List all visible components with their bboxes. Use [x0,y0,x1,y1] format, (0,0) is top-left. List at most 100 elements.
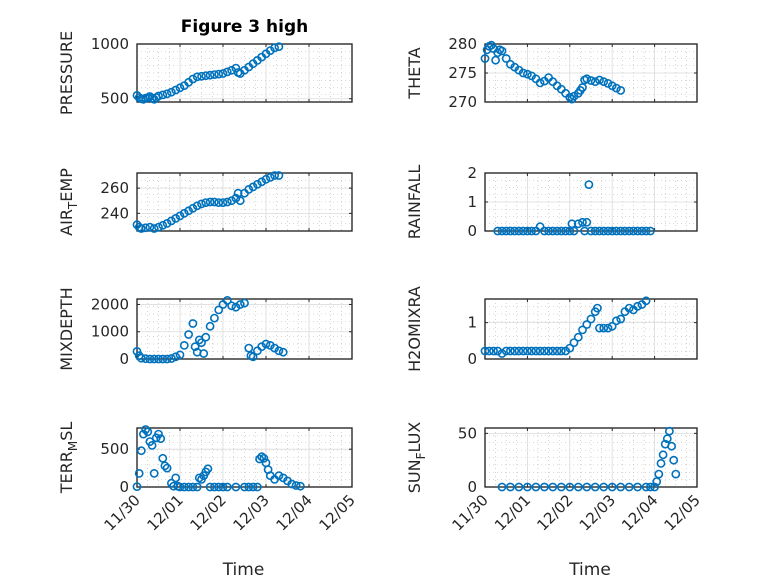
data-point [209,313,219,323]
y-tick-label: 280 [448,35,477,53]
data-point [491,55,500,65]
y-tick-label: 240 [100,204,129,222]
y-tick-label: 1 [467,314,477,332]
data-point [662,434,672,444]
data-point [291,481,301,490]
data-point [154,91,163,101]
data-point [166,354,176,363]
axes-panel-4: 0 1 2 RAINFALL [405,164,698,240]
data-point [149,468,159,478]
data-point [578,83,587,92]
data-point [578,217,587,227]
data-point [595,75,604,85]
data-point [667,441,676,451]
data-point [612,226,621,236]
x-axis-label: Time [222,560,265,580]
data-point [535,346,545,356]
data-point [171,85,181,95]
data-point [616,314,626,324]
data-point [214,482,224,492]
x-tick-label: 12/03 [576,491,619,534]
data-point [531,482,541,492]
data-point [214,198,224,207]
y-axis-label: MIXDEPTH [57,287,76,370]
data-point [175,83,185,93]
data-point [523,346,532,356]
x-tick-label: 12/04 [618,491,661,534]
data-point [518,346,528,356]
data-point [227,301,236,311]
data-point [205,321,215,331]
data-point [197,71,206,81]
x-tick-label: 12/01 [144,491,187,534]
data-point [641,226,651,236]
y-tick-label: 1000 [91,323,129,341]
data-point [179,208,189,218]
data-point [582,217,592,227]
data-point [218,482,228,492]
data-point [240,298,249,308]
data-point [201,198,211,207]
y-axis-label: THETA [405,47,424,99]
data-point [612,83,621,93]
data-point [190,342,200,352]
data-point [616,86,626,95]
data-point [620,226,630,236]
data-point [203,464,213,474]
data-point [184,206,193,216]
data-point [201,332,211,342]
data-point [222,197,232,207]
data-point [586,76,596,85]
data-point [652,477,662,486]
data-point [184,482,193,492]
data-point [171,352,181,362]
series-markers [493,180,655,236]
data-point [231,63,241,73]
data-point [565,343,575,353]
data-point [523,482,532,492]
data-point [548,346,558,356]
data-point [514,226,524,236]
data-point [565,482,575,492]
x-tick-label: 12/05 [661,491,704,534]
data-point [671,469,681,479]
series-markers [132,295,288,364]
x-tick-label: 11/30 [101,491,144,534]
data-point [158,453,168,463]
data-point [561,226,570,236]
data-point [552,226,562,236]
data-point [501,54,511,63]
data-point [222,482,232,492]
data-point [166,87,176,97]
data-point [535,78,545,88]
y-axis-label-rest: EMP [57,168,76,202]
data-point [624,226,634,236]
data-point [244,184,254,194]
data-point [192,72,202,82]
y-axis-label-main: PRESSURE [57,31,76,115]
data-point [523,69,532,79]
data-point [197,199,206,209]
data-point [141,354,150,364]
data-point [274,42,284,52]
data-point [231,193,241,203]
data-point [607,321,617,331]
data-point [510,346,520,356]
data-point [287,479,297,489]
data-point [201,71,211,81]
chart-title: Figure 3 high [181,17,309,37]
y-axis-label-main: THETA [405,47,424,99]
data-point [556,226,566,236]
data-point [523,226,532,236]
axes-panel-6: 0 1 H2OMIXRA [405,286,698,372]
y-tick-label: 2000 [91,295,129,313]
data-point [248,482,258,492]
data-point [192,482,202,492]
y-axis-label-subscript: T [66,201,80,210]
axes-panel-2: 270 275 280 THETA [405,35,698,111]
data-point [624,303,634,313]
data-point [257,177,267,187]
data-point [603,323,613,333]
data-point [493,346,503,356]
y-tick-label: 2 [467,164,477,182]
